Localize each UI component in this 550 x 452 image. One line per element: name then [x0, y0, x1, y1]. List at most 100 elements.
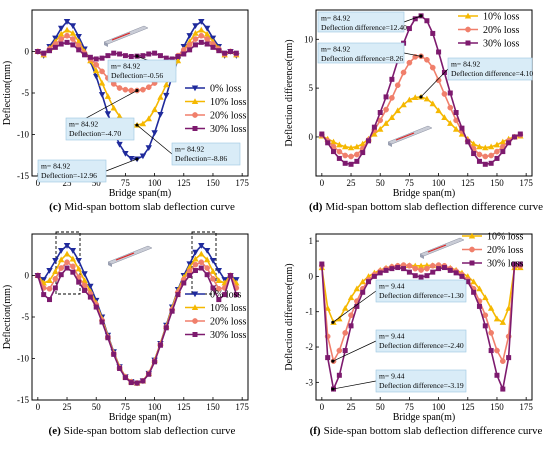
- data-point: [192, 30, 199, 36]
- annotation-leader: [403, 15, 422, 23]
- annotation-text: m= 9.44: [379, 372, 405, 381]
- data-point: [204, 265, 210, 271]
- data-point: [175, 53, 181, 59]
- data-point: [424, 273, 430, 279]
- annotation-text: m= 84.92: [451, 60, 480, 69]
- data-point: [336, 148, 343, 155]
- data-point: [476, 285, 483, 292]
- legend-label: 20% loss: [210, 317, 247, 328]
- data-point: [215, 267, 223, 274]
- data-point: [348, 323, 354, 329]
- data-point: [471, 289, 477, 295]
- data-point: [192, 261, 199, 268]
- plot-frame: [315, 9, 533, 177]
- data-point: [58, 41, 64, 47]
- data-point: [140, 378, 146, 384]
- y-axis-label: Deflection difference(mm): [284, 39, 295, 146]
- data-point: [222, 292, 228, 298]
- y-tick-label: -10: [17, 354, 29, 364]
- data-point: [204, 41, 210, 47]
- data-point: [342, 348, 348, 354]
- annotation-leader: [403, 52, 422, 57]
- data-point: [366, 138, 372, 144]
- legend-marker: [469, 260, 475, 266]
- data-point: [76, 279, 82, 285]
- data-point: [342, 330, 349, 336]
- data-point: [81, 277, 88, 284]
- data-point: [359, 278, 366, 285]
- x-tick-label: 100: [432, 178, 446, 188]
- data-point: [452, 125, 460, 132]
- annotation-text: Deflection=-4.70: [69, 129, 121, 138]
- data-point: [104, 111, 112, 117]
- data-point: [336, 347, 343, 354]
- legend: 0% loss 10% loss 20% loss 30% loss: [185, 290, 247, 341]
- annotation-text: Deflection=-12.96: [41, 171, 97, 180]
- data-point: [482, 323, 488, 329]
- data-point: [192, 268, 198, 274]
- data-point: [499, 138, 507, 145]
- x-tick-label: 175: [235, 402, 249, 412]
- data-point: [499, 358, 506, 364]
- y-tick-label: 5: [309, 83, 314, 93]
- data-point: [500, 386, 506, 392]
- data-point: [459, 273, 465, 279]
- panel-caption-text: Side-span bottom slab deflection differe…: [324, 425, 543, 437]
- data-point: [157, 112, 164, 118]
- data-point: [382, 120, 390, 126]
- legend-marker: [192, 332, 198, 337]
- data-point: [482, 294, 489, 301]
- data-point: [347, 294, 355, 301]
- data-point: [336, 141, 343, 148]
- data-point: [216, 48, 222, 54]
- legend: 10% loss 20% loss 30% loss: [458, 12, 520, 50]
- data-point: [198, 259, 205, 266]
- data-point: [423, 95, 431, 102]
- series-line: [321, 96, 521, 149]
- data-point: [215, 285, 222, 292]
- data-point: [331, 149, 337, 155]
- annotation-text: m= 9.44: [379, 332, 405, 341]
- y-tick-label: -1: [306, 307, 314, 317]
- data-point: [41, 50, 47, 56]
- panel-letter: (d): [309, 201, 323, 213]
- data-point: [70, 263, 76, 270]
- data-point: [366, 279, 372, 285]
- legend-label: 10% loss: [210, 303, 247, 314]
- data-point: [511, 134, 517, 140]
- annotation-text: m= 84.92: [69, 120, 98, 129]
- data-point: [145, 84, 152, 91]
- data-point: [63, 26, 71, 33]
- data-point: [203, 25, 211, 32]
- data-point: [482, 144, 489, 151]
- data-point: [336, 315, 343, 322]
- data-point: [169, 56, 175, 62]
- data-point: [204, 36, 210, 42]
- panel-caption: (e) Side-span bottom slab deflection curv…: [49, 425, 236, 437]
- data-point: [181, 51, 187, 57]
- data-point: [506, 355, 512, 361]
- annotation-text: Deflection difference=-2.40: [379, 341, 464, 350]
- data-point: [383, 267, 389, 273]
- panel-caption-text: Mid-span bottom slab deflection curve: [64, 201, 235, 213]
- data-point: [93, 56, 99, 62]
- data-point: [447, 104, 454, 111]
- data-point: [203, 256, 211, 263]
- beam-glyph-face: [104, 42, 108, 47]
- series-3: [35, 265, 239, 386]
- legend-label: 10% loss: [487, 232, 524, 243]
- data-point: [145, 115, 152, 122]
- series-3: [35, 39, 239, 62]
- data-point: [389, 266, 395, 272]
- legend-label: 0% loss: [210, 290, 242, 301]
- annotation-text: m= 84.92: [41, 162, 70, 171]
- legend-label: 30% loss: [210, 124, 247, 135]
- data-point: [128, 156, 135, 162]
- data-point: [69, 248, 77, 254]
- x-tick-label: 175: [519, 402, 533, 412]
- data-point: [465, 139, 471, 145]
- data-point: [447, 90, 453, 96]
- data-point: [371, 273, 377, 279]
